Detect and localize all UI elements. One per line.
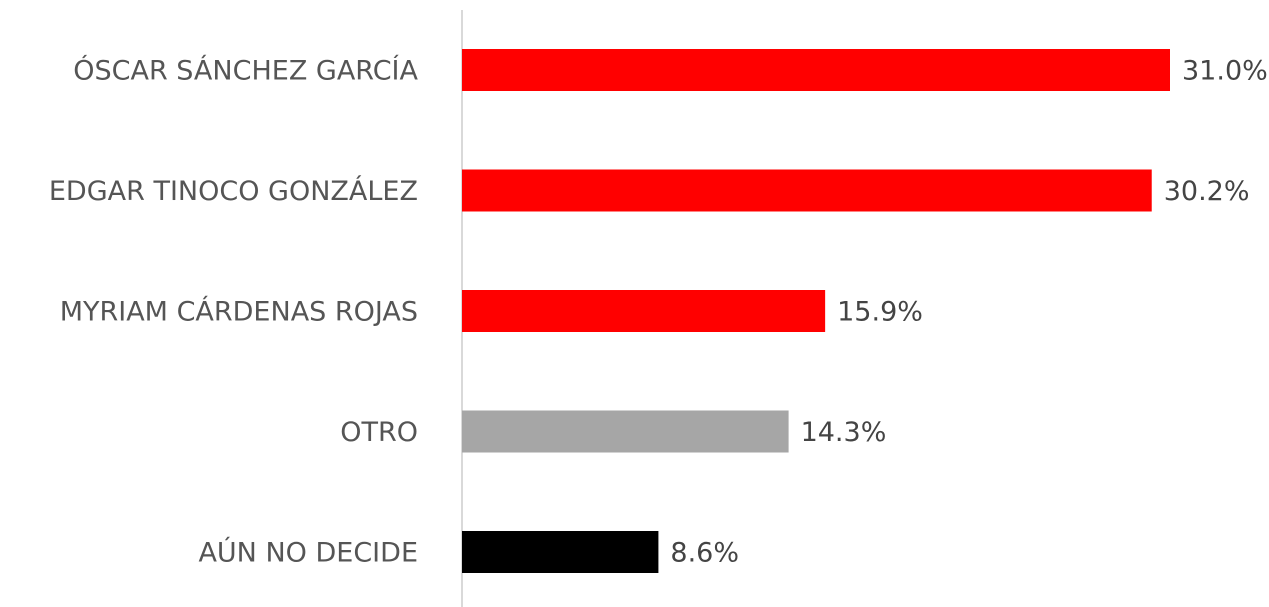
category-label: MYRIAM CÁRDENAS ROJAS: [60, 296, 418, 328]
bar: [462, 49, 1170, 91]
bar: [462, 290, 826, 332]
category-label: EDGAR TINOCO GONZÁLEZ: [49, 175, 418, 207]
category-label: AÚN NO DECIDE: [198, 537, 418, 569]
bar: [462, 531, 659, 573]
bar: [462, 410, 789, 453]
value-label: 15.9%: [837, 297, 923, 328]
bar: [462, 169, 1152, 212]
value-label: 8.6%: [670, 538, 739, 569]
value-label: 30.2%: [1164, 176, 1250, 207]
value-label: 31.0%: [1182, 56, 1268, 87]
value-label: 14.3%: [801, 417, 887, 448]
category-label: OTRO: [340, 417, 418, 448]
category-label: ÓSCAR SÁNCHEZ GARCÍA: [73, 55, 418, 87]
